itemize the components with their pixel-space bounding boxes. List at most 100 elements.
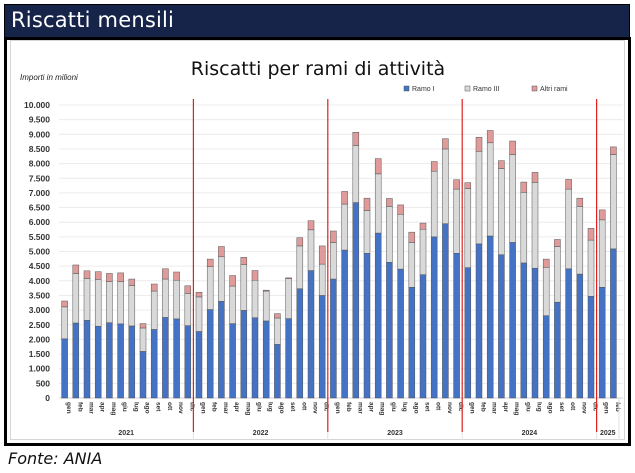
bar-ramo-i (184, 325, 192, 399)
month-label: nov (580, 402, 587, 414)
bar-altri-rami (117, 272, 124, 282)
bar-ramo-iii (229, 285, 236, 324)
y-tick-label: 10.000 (24, 100, 50, 110)
gridlines (59, 104, 623, 399)
bar-altri-rami (610, 146, 617, 155)
y-tick-label: 0 (45, 393, 50, 403)
bar-ramo-iii (94, 279, 102, 327)
bar-ramo-i (240, 310, 248, 399)
bar-ramo-iii (274, 317, 281, 345)
bar-altri-rami (173, 271, 180, 281)
bar-altri-rami (453, 179, 460, 190)
bar-ramo-i (363, 253, 371, 399)
year-label: 2021 (118, 430, 134, 437)
bar-altri-rami (430, 161, 438, 172)
legend-label: Altri rami (540, 86, 568, 93)
bar-ramo-i (173, 318, 180, 399)
bar-ramo-i (430, 236, 438, 399)
bar-altri-rami (274, 313, 281, 319)
month-label: mag (110, 402, 117, 415)
bar-altri-rami (285, 277, 292, 279)
month-label: ago (278, 402, 285, 414)
bar-altri-rami (330, 230, 337, 243)
month-label: nov (312, 402, 319, 414)
month-label: ott (569, 402, 576, 411)
month-label: feb (614, 402, 621, 412)
bar-ramo-iii (173, 279, 180, 320)
year-label: 2022 (253, 430, 269, 437)
page-header: Riscatti mensili (4, 4, 630, 38)
y-tick-label: 7.500 (29, 173, 51, 183)
month-label: feb (480, 402, 487, 412)
bar-altri-rami (195, 291, 203, 298)
bar-ramo-i (531, 267, 539, 399)
bar-ramo-iii (498, 168, 505, 255)
bar-ramo-iii (554, 246, 561, 303)
bar-ramo-i (587, 296, 595, 399)
bar-ramo-iii (106, 281, 113, 323)
bar-ramo-iii (139, 327, 147, 352)
month-label: apr (99, 402, 106, 413)
month-label: dic (188, 402, 195, 412)
bar-ramo-i (498, 254, 505, 399)
month-label: ago (144, 402, 151, 414)
legend-swatch (464, 85, 471, 92)
month-label: set (558, 402, 565, 412)
bar-ramo-iii (408, 242, 416, 288)
bar-ramo-i (576, 273, 584, 399)
y-axis-ticks: 0 500 1.000 1.500 2.000 2.500 3.000 3.500 4.000 4… (24, 100, 50, 403)
bar-altri-rami (419, 222, 427, 230)
bar-altri-rami (587, 228, 595, 241)
bar-ramo-i (408, 286, 416, 399)
bar-altri-rami (318, 245, 326, 265)
y-tick-label: 4.000 (29, 276, 51, 286)
bar-ramo-i (150, 329, 158, 399)
y-tick-label: 8.500 (29, 144, 51, 154)
bar-ramo-iii (374, 173, 382, 234)
month-label: dic (323, 402, 330, 412)
bar-ramo-iii (240, 264, 248, 311)
bar-ramo-iii (397, 214, 404, 270)
bar-ramo-i (229, 323, 236, 399)
month-label: apr (233, 402, 240, 413)
bar-ramo-iii (307, 229, 315, 271)
y-tick-label: 6.500 (29, 203, 51, 213)
bar-altri-rami (229, 275, 236, 287)
y-tick-label: 5.500 (29, 232, 51, 242)
bar-ramo-iii (363, 210, 371, 254)
bar-ramo-iii (587, 239, 595, 297)
bar-altri-rami (576, 197, 584, 207)
month-label: mag (379, 402, 386, 415)
month-label: apr (502, 402, 509, 413)
legend: Ramo I Ramo III Altri rami (403, 85, 568, 93)
bar-altri-rami (386, 198, 393, 207)
bar-ramo-iii (184, 293, 192, 326)
bar-ramo-i (274, 344, 281, 399)
bar-altri-rami (307, 220, 315, 231)
y-tick-label: 9.500 (29, 115, 51, 125)
month-label: giu (390, 402, 397, 412)
month-label: nov (446, 402, 453, 414)
bar-ramo-i (262, 320, 270, 399)
y-tick-label: 1.500 (29, 349, 51, 359)
bar-ramo-iii (419, 228, 427, 275)
bar-altri-rami (520, 181, 528, 193)
bar-ramo-i (419, 274, 427, 399)
month-label: giu (256, 402, 263, 412)
month-label: ott (300, 402, 307, 411)
legend-swatch (403, 85, 410, 92)
bar-altri-rami (262, 289, 270, 292)
bar-ramo-i (218, 301, 225, 399)
year-label: 2023 (387, 430, 403, 437)
bar-ramo-i (386, 262, 393, 399)
bar-ramo-i (442, 223, 449, 399)
bar-ramo-i (397, 268, 404, 399)
bar-ramo-iii (352, 145, 360, 203)
month-label: feb (345, 402, 352, 412)
bar-ramo-i (251, 317, 259, 399)
month-label: lug (132, 402, 139, 412)
bar-ramo-iii (206, 266, 214, 310)
month-label: giu (121, 402, 128, 412)
month-label: gen (603, 402, 610, 414)
